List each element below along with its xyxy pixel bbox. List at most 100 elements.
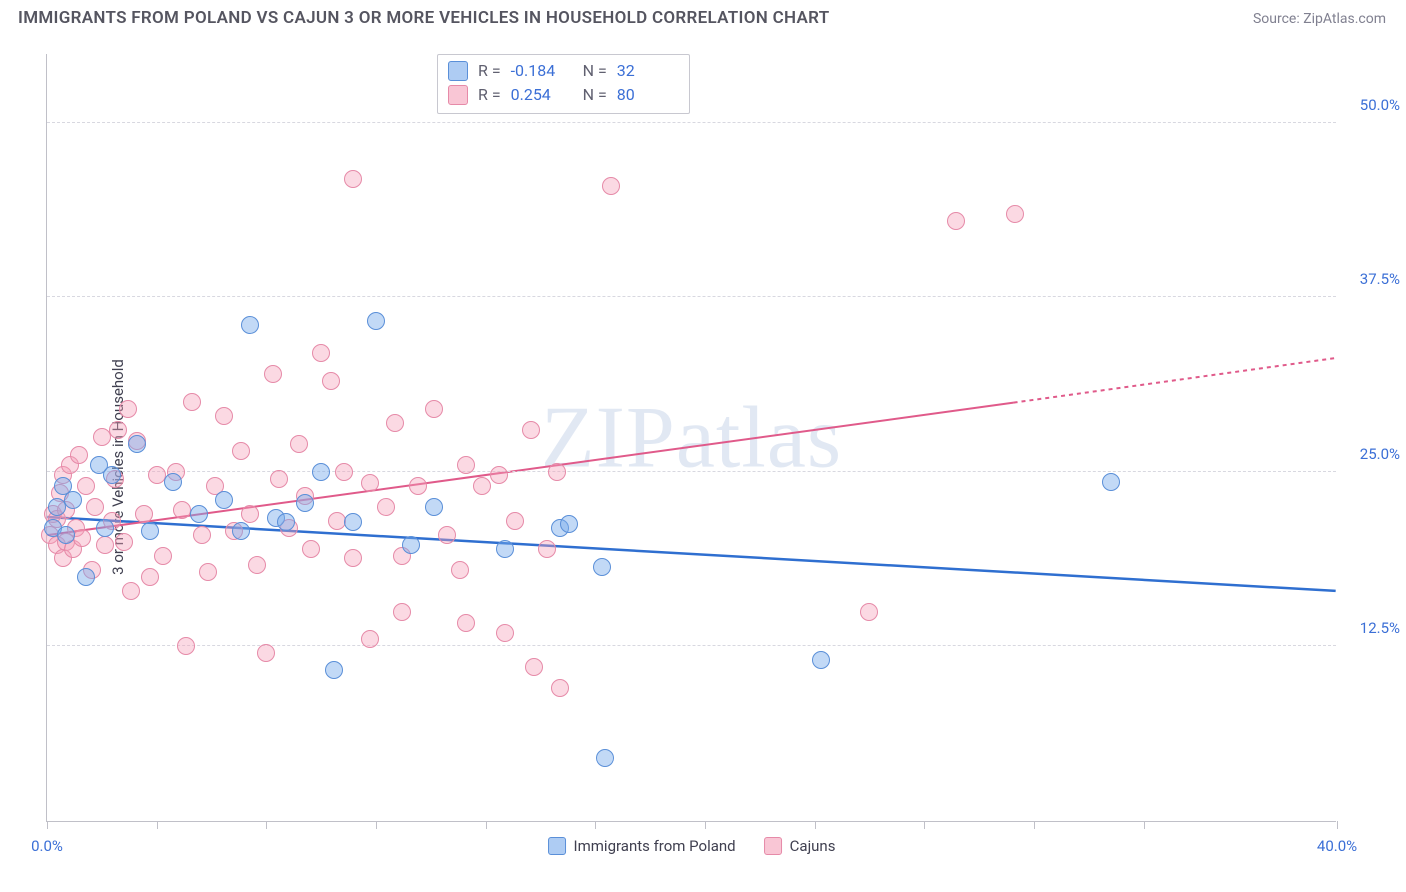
data-point-pink	[264, 365, 282, 383]
data-point-pink	[302, 540, 320, 558]
data-point-pink	[457, 614, 475, 632]
x-tick-label: 40.0%	[1317, 837, 1357, 855]
data-point-pink	[393, 603, 411, 621]
n-value-blue: 32	[617, 59, 679, 83]
data-point-blue	[96, 519, 114, 537]
x-tick-mark	[815, 821, 816, 829]
data-point-pink	[457, 456, 475, 474]
data-point-blue	[241, 316, 259, 334]
trend-lines	[47, 54, 1336, 821]
series-legend: Immigrants from Poland Cajuns	[548, 837, 836, 855]
data-point-blue	[215, 491, 233, 509]
data-point-blue	[103, 466, 121, 484]
data-point-pink	[322, 372, 340, 390]
data-point-pink	[177, 637, 195, 655]
x-tick-mark	[1337, 821, 1338, 829]
data-point-pink	[602, 177, 620, 195]
chart-container: 3 or more Vehicles in Household ZIPatlas…	[0, 42, 1406, 892]
plot-area: ZIPatlas R = -0.184 N = 32 R = 0.254 N =…	[46, 54, 1336, 822]
data-point-pink	[344, 170, 362, 188]
data-point-pink	[409, 477, 427, 495]
data-point-pink	[451, 561, 469, 579]
n-value-pink: 80	[617, 83, 679, 107]
series-label-blue: Immigrants from Poland	[574, 837, 736, 855]
data-point-pink	[257, 644, 275, 662]
data-point-pink	[538, 540, 556, 558]
data-point-blue	[812, 651, 830, 669]
data-point-pink	[73, 529, 91, 547]
data-point-pink	[115, 533, 133, 551]
y-tick-label: 12.5%	[1360, 619, 1400, 637]
source-attribution: Source: ZipAtlas.com	[1253, 11, 1386, 27]
data-point-pink	[860, 603, 878, 621]
chart-title: IMMIGRANTS FROM POLAND VS CAJUN 3 OR MOR…	[18, 8, 829, 28]
data-point-pink	[86, 498, 104, 516]
data-point-blue	[296, 494, 314, 512]
swatch-blue	[448, 61, 468, 81]
r-label: R =	[478, 83, 501, 107]
data-point-blue	[77, 568, 95, 586]
data-point-pink	[312, 344, 330, 362]
data-point-pink	[506, 512, 524, 530]
x-tick-mark	[705, 821, 706, 829]
y-tick-label: 25.0%	[1360, 445, 1400, 463]
legend-item-pink: Cajuns	[764, 837, 836, 855]
data-point-pink	[525, 658, 543, 676]
data-point-pink	[248, 556, 266, 574]
data-point-pink	[473, 477, 491, 495]
data-point-blue	[57, 526, 75, 544]
data-point-pink	[173, 501, 191, 519]
data-point-pink	[386, 414, 404, 432]
swatch-blue	[548, 837, 566, 855]
x-tick-label: 0.0%	[31, 837, 63, 855]
correlation-legend: R = -0.184 N = 32 R = 0.254 N = 80	[437, 54, 690, 114]
data-point-pink	[361, 630, 379, 648]
r-value-pink: 0.254	[511, 83, 573, 107]
x-tick-mark	[157, 821, 158, 829]
data-point-blue	[344, 513, 362, 531]
data-point-pink	[96, 536, 114, 554]
legend-item-blue: Immigrants from Poland	[548, 837, 736, 855]
data-point-pink	[77, 477, 95, 495]
data-point-pink	[122, 582, 140, 600]
data-point-pink	[270, 470, 288, 488]
data-point-pink	[119, 400, 137, 418]
legend-row-pink: R = 0.254 N = 80	[448, 83, 679, 107]
data-point-pink	[290, 435, 308, 453]
x-tick-mark	[47, 821, 48, 829]
n-label: N =	[583, 83, 607, 107]
data-point-blue	[1102, 473, 1120, 491]
x-tick-mark	[1144, 821, 1145, 829]
x-tick-mark	[924, 821, 925, 829]
data-point-blue	[367, 312, 385, 330]
data-point-pink	[947, 212, 965, 230]
data-point-pink	[377, 498, 395, 516]
data-point-pink	[361, 474, 379, 492]
n-label: N =	[583, 59, 607, 83]
data-point-pink	[496, 624, 514, 642]
data-point-blue	[232, 522, 250, 540]
data-point-blue	[141, 522, 159, 540]
legend-row-blue: R = -0.184 N = 32	[448, 59, 679, 83]
data-point-blue	[164, 473, 182, 491]
data-point-blue	[496, 540, 514, 558]
swatch-pink	[448, 85, 468, 105]
data-point-pink	[344, 549, 362, 567]
data-point-pink	[232, 442, 250, 460]
data-point-blue	[402, 536, 420, 554]
x-tick-mark	[266, 821, 267, 829]
data-point-pink	[141, 568, 159, 586]
data-point-pink	[109, 421, 127, 439]
data-point-pink	[548, 463, 566, 481]
data-point-pink	[1006, 205, 1024, 223]
data-point-pink	[425, 400, 443, 418]
data-point-pink	[438, 526, 456, 544]
data-point-pink	[522, 421, 540, 439]
y-tick-label: 37.5%	[1360, 270, 1400, 288]
gridline	[47, 645, 1336, 646]
x-tick-mark	[376, 821, 377, 829]
y-tick-label: 50.0%	[1360, 96, 1400, 114]
gridline	[47, 122, 1336, 123]
data-point-blue	[312, 463, 330, 481]
data-point-pink	[199, 563, 217, 581]
